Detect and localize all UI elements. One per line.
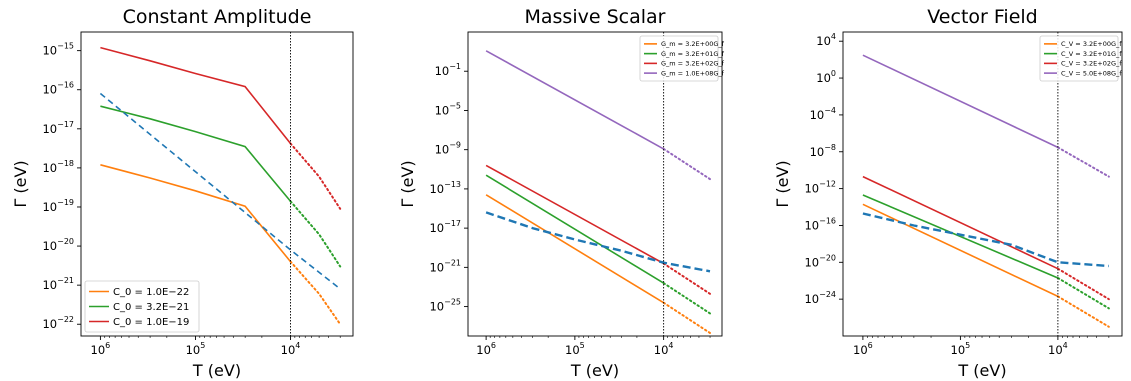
x-tick-label: 106 [91,341,111,357]
y-tick-label: 10−25 [429,298,461,314]
series-line-2 [100,105,292,202]
y-tick-label: 10−17 [42,120,74,136]
y-tick-label: 10−22 [42,315,74,331]
legend-entry: C_0 = 1.0E−22 [113,287,189,298]
series-line-3 [100,46,292,144]
y-tick-label: 10−15 [42,42,74,58]
x-tick-label: 105 [186,341,206,357]
legend-entry: G_m = 3.2E+01G_f [661,50,725,58]
x-axis-label: T (eV) [192,361,241,380]
y-tick-label: 10−18 [42,159,74,175]
legend-entry: G_m = 3.2E+00G_f [661,40,725,48]
legend-box [84,280,200,333]
legend-entry: C_V = 3.2E+00G_f [1061,40,1122,48]
y-tick-label: 10−16 [804,216,836,232]
axes-frame [842,31,1123,337]
legend: C_V = 3.2E+00G_f C_V = 3.2E+01G_f C_V = 3.… [1039,35,1122,82]
x-tick-label: 104 [1048,341,1068,357]
series-line-2 [485,174,665,284]
series-line-1 [862,203,1059,298]
y-tick-label: 10−20 [804,253,836,269]
series-extrapolation-3 [662,262,711,295]
series-line-4 [485,50,664,150]
y-axis-label: Γ (eV) [773,160,792,207]
y-tick-label: 10−20 [42,237,74,253]
legend-entry: G_m = 1.0E+08G_f [661,69,725,77]
y-tick-label: 10−16 [42,81,74,97]
legend-entry: C_V = 3.2E+01G_f [1061,50,1122,58]
legend-entry: C_V = 5.0E+08G_f [1061,69,1122,77]
x-tick-label: 106 [476,341,496,357]
chart-panel-3: Vector Field T (eV) Γ (eV) 106 105 104 104 100 1… [773,6,1123,380]
series-line-3 [485,164,664,265]
legend-entry: C_0 = 1.0E−19 [113,317,189,328]
series-extrapolation-3 [1056,267,1110,301]
x-axis-label: T (eV) [570,361,619,380]
series-extrapolation-4 [1056,146,1110,178]
plot-area [99,46,342,326]
legend-box [1039,35,1119,82]
legend: C_0 = 1.0E−22 C_0 = 3.2E−21 C_0 = 1.0E−19 [84,280,200,333]
series-line-1 [100,164,292,263]
chart-panel-2: Massive Scalar T (eV) Γ (eV) 106 105 104 10−1 1… [398,6,725,380]
legend-entry: G_m = 3.2E+02G_f [661,60,725,68]
x-axis-label: T (eV) [957,361,1006,380]
y-tick-label: 104 [816,32,836,48]
y-tick-label: 100 [816,69,836,85]
series-extrapolation-1 [662,301,711,334]
series-line-2 [862,194,1059,279]
y-tick-label: 10−12 [804,180,836,196]
y-tick-label: 10−17 [429,219,461,235]
y-axis-label: Γ (eV) [398,160,417,207]
x-tick-label: 106 [853,341,873,357]
chart-title: Constant Amplitude [123,6,312,28]
y-tick-label: 10−1 [435,62,461,78]
series-extrapolation-4 [662,147,711,181]
series-line-3 [862,175,1059,270]
y-tick-label: 10−5 [435,101,461,117]
y-tick-label: 10−8 [810,143,836,159]
legend-entry: C_V = 3.2E+02G_f [1061,60,1122,68]
axes-frame [467,31,723,337]
chart-title: Massive Scalar [525,6,666,28]
x-tick-label: 104 [281,341,301,357]
series-line-5 [485,211,711,273]
series-line-5 [862,212,1109,268]
series-extrapolation-1 [289,260,342,326]
series-extrapolation-2 [1056,277,1110,310]
y-tick-label: 10−13 [429,180,461,196]
series-extrapolation-3 [289,142,342,210]
y-tick-label: 10−21 [42,276,74,292]
series-extrapolation-2 [662,282,711,315]
y-tick-label: 10−24 [804,290,836,306]
plot-area [485,50,711,334]
legend-entry: C_0 = 3.2E−21 [113,302,189,313]
series-line-4 [99,92,341,290]
y-tick-label: 10−4 [810,106,836,122]
chart-panel-1: Constant Amplitude T (eV) Γ (eV) 106 105 104 1… [11,6,354,380]
series-extrapolation-1 [1056,295,1110,328]
series-line-4 [862,54,1059,149]
y-tick-label: 10−19 [42,198,74,214]
legend: G_m = 3.2E+00G_f G_m = 3.2E+01G_f G_m = 3.… [639,35,725,82]
x-tick-label: 105 [565,341,585,357]
series-line-1 [485,194,665,304]
y-tick-label: 10−9 [435,141,461,157]
plot-area [862,54,1110,328]
y-axis-label: Γ (eV) [11,160,30,207]
chart-title: Vector Field [927,6,1037,28]
x-tick-label: 105 [951,341,971,357]
axes-frame [80,31,354,337]
y-tick-label: 10−21 [429,258,461,274]
legend-box [639,35,719,82]
series-extrapolation-2 [289,200,342,268]
x-tick-label: 104 [654,341,674,357]
